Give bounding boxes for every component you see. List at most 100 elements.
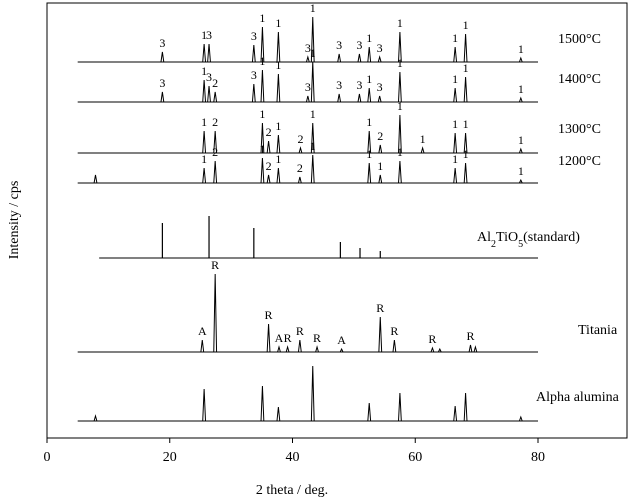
peak (251, 44, 256, 63)
peak-label: R (390, 324, 398, 338)
peak-label: 1 (397, 145, 403, 159)
peak (315, 345, 319, 353)
peak-label: 3 (356, 38, 362, 52)
peak-label: 1 (518, 133, 524, 147)
peak-label: 3 (356, 78, 362, 92)
peak (207, 85, 211, 103)
peak-label: A (275, 331, 284, 345)
peak (202, 79, 207, 103)
peak-label: 3 (159, 36, 165, 50)
peak (337, 53, 342, 63)
peak (453, 405, 458, 422)
peak-label: 1 (463, 147, 469, 161)
peak (453, 46, 458, 63)
peak (305, 95, 310, 103)
peak (202, 167, 207, 184)
peak (213, 130, 218, 154)
peak-label: 1 (275, 119, 281, 133)
peak-label: 3 (206, 70, 212, 84)
y-axis-label: Intensity / cps (7, 181, 22, 260)
peak (337, 93, 342, 103)
peak-label: 1 (259, 11, 265, 25)
peak-label: 1 (310, 107, 316, 121)
peak (260, 157, 265, 184)
peak-label: 2 (212, 145, 218, 159)
peak-label: A (198, 324, 207, 338)
peak (518, 178, 523, 184)
peak-label: 1 (518, 42, 524, 56)
peak-label: 1 (518, 164, 524, 178)
peak (251, 83, 256, 103)
series-label: 1300°C (558, 122, 601, 137)
peak (398, 392, 402, 422)
peak-label: 1 (275, 58, 281, 72)
peak-label: 1 (201, 28, 207, 42)
peak-label: 2 (266, 125, 272, 139)
peak (213, 91, 218, 103)
peak-label: 1 (201, 64, 207, 78)
peak (367, 87, 372, 103)
peak-label: 1 (310, 46, 316, 60)
peak (357, 93, 362, 103)
peak-label: 1 (420, 132, 426, 146)
peak (473, 345, 478, 353)
peak-label: 1 (259, 142, 265, 156)
peak (378, 316, 383, 353)
peak-label: 1 (463, 117, 469, 131)
peak (463, 162, 468, 184)
peak (398, 71, 402, 103)
peak (202, 43, 207, 63)
x-axis-label: 2 theta / deg. (256, 483, 328, 498)
peak-label: 1 (201, 115, 207, 129)
peak (277, 345, 281, 353)
peak (298, 146, 303, 154)
peak (266, 140, 271, 154)
x-tick-label: 20 (163, 450, 177, 465)
peak (398, 114, 402, 154)
peak (207, 43, 211, 63)
peak (378, 174, 383, 184)
peak-label: 1 (397, 99, 403, 113)
peak (200, 339, 205, 353)
peak (213, 273, 218, 353)
peak (463, 76, 468, 103)
x-tick-label: 0 (44, 450, 51, 465)
peak (276, 134, 281, 154)
peak (398, 160, 402, 184)
peak-label: R (466, 329, 474, 343)
peak (276, 31, 281, 63)
peak (367, 130, 372, 154)
peak (285, 345, 290, 353)
peak (339, 347, 344, 353)
peak-label: 1 (452, 152, 458, 166)
peak-label: A (337, 333, 346, 347)
series-label: Al2TiO5(standard) (477, 230, 580, 250)
peak-label: 3 (377, 80, 383, 94)
peak (266, 323, 271, 353)
series-label: 1400°C (558, 72, 601, 87)
peak (310, 154, 315, 184)
peak (93, 414, 98, 422)
peak (310, 122, 315, 154)
peak-label: 1 (377, 159, 383, 173)
peak (260, 69, 265, 103)
series-label: Alpha alumina (536, 390, 620, 405)
peak (453, 87, 458, 103)
peak (378, 144, 383, 154)
peak (93, 174, 98, 184)
peak-label: R (265, 308, 273, 322)
peak (453, 132, 458, 154)
peak-label: 1 (397, 56, 403, 70)
peak (430, 346, 435, 353)
peak-label: 2 (266, 159, 272, 173)
x-tick-label: 80 (531, 450, 545, 465)
peak-label: 3 (159, 76, 165, 90)
x-tick-label: 60 (408, 450, 422, 465)
x-tick-label: 40 (286, 450, 300, 465)
peak-label: 1 (366, 115, 372, 129)
peak-label: 1 (366, 31, 372, 45)
peak (276, 406, 281, 422)
peak (276, 73, 281, 103)
peak (310, 61, 315, 103)
